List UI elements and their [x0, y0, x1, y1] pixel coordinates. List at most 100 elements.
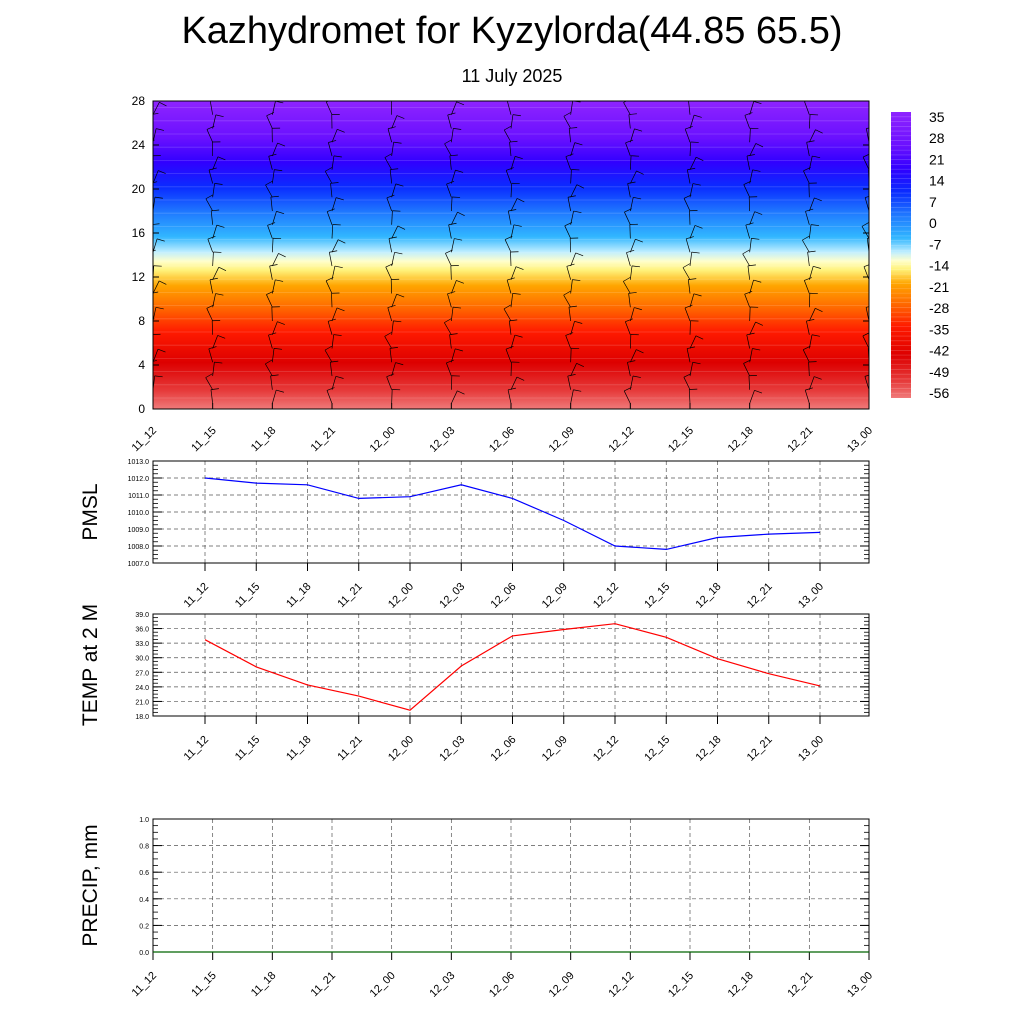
wind-barb	[153, 349, 159, 363]
wind-barb	[570, 252, 577, 267]
wind-barb-flag	[153, 112, 159, 115]
wind-barb	[806, 142, 810, 157]
wind-barb-flag	[814, 197, 822, 202]
y-tick-label: 12	[132, 270, 146, 284]
wind-barb	[206, 129, 213, 143]
wind-barb-flag	[158, 170, 166, 174]
y-tick-label: 39.0	[135, 612, 149, 619]
x-tick-label: 11_18	[249, 425, 279, 455]
wind-barb	[153, 102, 160, 115]
wind-barb-flag	[695, 335, 704, 340]
x-tick-label: 11_15	[233, 581, 263, 611]
x-tick-label: 12_03	[427, 970, 457, 1000]
x-tick-label: 12_09	[540, 581, 570, 611]
y-tick-label: 1013.0	[128, 459, 150, 466]
wind-barb-flag	[456, 280, 464, 284]
wind-barb-flag	[335, 375, 344, 379]
wind-barb	[450, 348, 456, 363]
wind-barb	[324, 349, 333, 363]
wind-barb	[391, 320, 394, 335]
x-tick-label: 11_21	[335, 734, 365, 764]
wind-barb	[864, 197, 869, 212]
colorbar-label: 28	[929, 130, 945, 146]
wind-barb-flag	[153, 223, 160, 225]
wind-barb	[272, 321, 278, 335]
wind-barb	[326, 390, 333, 404]
wind-barb-flag	[863, 264, 869, 268]
x-tick-label: 12_06	[489, 734, 519, 764]
wind-barb-flag	[384, 332, 392, 337]
wind-barb	[808, 114, 811, 129]
wind-barb-flag	[744, 112, 753, 116]
colorbar-label: -21	[929, 279, 949, 295]
wind-barb	[564, 225, 571, 239]
wind-barb	[208, 169, 214, 184]
y-tick-label: 0.6	[139, 870, 149, 877]
x-tick-label: 11_18	[284, 734, 314, 764]
wind-barb-flag	[394, 251, 403, 255]
wind-barb	[689, 252, 693, 267]
wind-barb	[748, 375, 751, 390]
wind-barb-flag	[217, 335, 226, 339]
wind-barb	[506, 279, 512, 294]
wind-barb	[689, 362, 694, 377]
wind-barb	[270, 375, 273, 390]
wind-barb	[212, 225, 218, 239]
colorbar-label: 14	[929, 173, 945, 189]
x-tick-label: 13_00	[796, 734, 826, 764]
wind-barb	[391, 225, 399, 239]
wind-barb	[450, 128, 454, 143]
wind-barb	[391, 210, 393, 225]
wind-barb	[391, 183, 397, 198]
wind-barb	[570, 321, 575, 335]
wind-barb-flag	[635, 238, 643, 243]
wind-barb	[325, 101, 333, 115]
wind-barb-flag	[803, 345, 811, 350]
wind-barb-flag	[631, 265, 641, 268]
wind-barb	[510, 114, 514, 129]
wind-barb-flag	[623, 277, 631, 282]
wind-barb	[809, 129, 816, 143]
wind-barb	[689, 115, 695, 129]
x-tick-label: 12_12	[606, 970, 636, 1000]
wind-barb-flag	[516, 376, 525, 381]
wind-barb-flag	[563, 112, 572, 117]
wind-barb-flag	[153, 360, 157, 362]
wind-barb-flag	[159, 101, 167, 107]
wind-barb	[570, 363, 577, 377]
wind-barb-flag	[265, 180, 273, 186]
wind-barb-flag	[267, 222, 276, 226]
wind-barb-flag	[744, 290, 753, 295]
wind-barb-flag	[751, 238, 760, 240]
wind-barb-flag	[153, 291, 159, 294]
x-tick-label: 12_18	[726, 425, 756, 455]
wind-barb	[863, 266, 869, 280]
wind-barb	[265, 184, 273, 198]
wind-barb-flag	[632, 375, 641, 378]
wind-barb-flag	[393, 141, 402, 144]
wind-barb	[568, 307, 572, 322]
wind-barb	[808, 334, 813, 349]
wind-barb	[331, 239, 339, 253]
x-tick-label: 12_00	[386, 734, 416, 764]
wind-barb	[808, 362, 810, 377]
wind-barb-flag	[636, 349, 644, 354]
wind-barb	[749, 390, 755, 404]
wind-barb	[209, 101, 214, 115]
wind-barb-flag	[277, 321, 285, 325]
wind-barb	[451, 390, 458, 404]
wind-barb-flag	[269, 264, 278, 267]
wind-barb	[444, 143, 452, 157]
wind-barb-flag	[627, 181, 636, 184]
colorbar-label: 7	[929, 194, 937, 210]
plot-frame	[152, 460, 870, 564]
wind-barb	[510, 266, 517, 280]
wind-barb-flag	[275, 279, 284, 282]
wind-barb	[570, 279, 573, 294]
heatmap-warm-spot	[153, 374, 349, 409]
wind-barb-flag	[455, 169, 464, 173]
wind-barb	[625, 142, 631, 157]
wind-barb-flag	[277, 142, 286, 147]
wind-barb	[628, 114, 631, 129]
wind-barb	[563, 294, 571, 308]
